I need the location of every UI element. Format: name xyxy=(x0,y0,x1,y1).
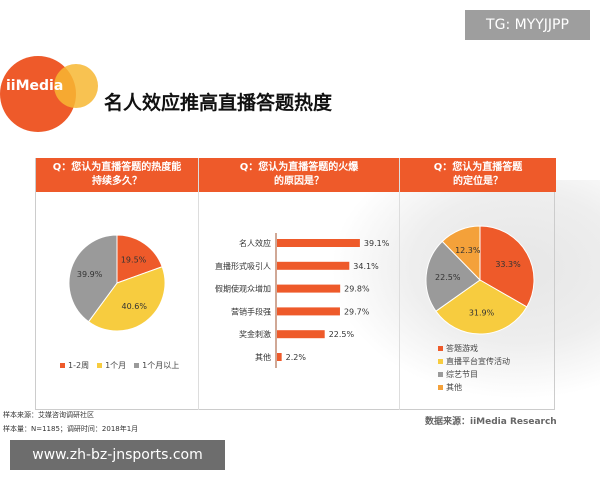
panel-header-2: Q：您认为直播答题的火爆 的原因是？ xyxy=(199,158,399,192)
panel-header-3: Q：您认为直播答题 的定位是？ xyxy=(400,158,556,192)
pie1-legend: 1-2周 1个月 1个月以上 xyxy=(60,360,187,371)
pie-slice xyxy=(441,225,481,282)
bar-value-label: 2.2% xyxy=(286,353,307,362)
legend-item: 直播平台宣传活动 xyxy=(438,355,510,368)
pie-slice xyxy=(425,240,481,312)
legend-swatch xyxy=(134,363,140,368)
pie-slice xyxy=(116,234,163,284)
legend-item: 1-2周 xyxy=(60,361,89,370)
slice-label: 31.9% xyxy=(469,308,495,317)
bar xyxy=(277,239,360,247)
sample-size: 样本量：N=1185；调研时间：2018年1月 xyxy=(3,425,139,433)
legend-item: 其他 xyxy=(438,381,510,394)
legend-swatch xyxy=(60,363,65,368)
legend-label: 直播平台宣传活动 xyxy=(446,357,510,366)
bar xyxy=(277,307,340,316)
pie-slice xyxy=(435,279,528,335)
bar xyxy=(277,261,350,270)
bar-category-label: 营销手段强 xyxy=(231,306,271,316)
watermark: TG: MYYJJPP xyxy=(465,10,590,40)
slice-label: 40.6% xyxy=(122,302,148,311)
bar-category-label: 名人效应 xyxy=(239,238,271,248)
bar xyxy=(277,330,325,339)
bar-category-label: 奖金刺激 xyxy=(239,329,271,339)
legend-label: 其他 xyxy=(446,383,462,392)
bar-value-label: 22.5% xyxy=(329,330,355,339)
legend-label: 1个月以上 xyxy=(142,361,180,370)
bar-category-label: 直播形式吸引人 xyxy=(215,261,271,271)
bar xyxy=(277,284,341,293)
pie-slice xyxy=(479,225,535,308)
charts-panel: Q：您认为直播答题的热度能 持续多久？ Q：您认为直播答题的火爆 的原因是？ Q：您… xyxy=(35,158,556,410)
logo-text: iiMedia xyxy=(6,78,63,94)
iimedia-logo: iiMedia xyxy=(0,56,98,132)
legend-item: 答题游戏 xyxy=(438,342,510,355)
legend-swatch xyxy=(438,346,443,351)
legend-label: 1个月 xyxy=(105,361,127,370)
slice-label: 22.5% xyxy=(435,273,461,282)
legend-swatch xyxy=(438,385,443,390)
pie3-legend: 答题游戏直播平台宣传活动 综艺节目其他 xyxy=(438,342,510,394)
bar-category-label: 其他 xyxy=(255,352,271,362)
panel-header-1: Q：您认为直播答题的热度能 持续多久？ xyxy=(36,158,198,192)
slice-label: 19.5% xyxy=(121,255,147,264)
bar-value-label: 34.1% xyxy=(353,262,379,271)
legend-label: 1-2周 xyxy=(68,361,90,370)
bar-value-label: 29.7% xyxy=(344,307,370,316)
legend-item: 1个月 xyxy=(97,361,126,370)
page-title: 名人效应推高直播答题热度 xyxy=(104,92,333,114)
legend-swatch xyxy=(97,363,103,368)
slice-label: 12.3% xyxy=(455,246,481,255)
bar-value-label: 29.8% xyxy=(344,285,370,294)
legend-item: 综艺节目 xyxy=(438,368,510,381)
bar-category-label: 假期使观众增加 xyxy=(215,284,271,294)
bar xyxy=(277,353,282,361)
slice-label: 33.3% xyxy=(495,260,521,269)
bar-value-label: 39.1% xyxy=(364,239,390,248)
slice-label: 39.9% xyxy=(77,270,103,279)
pie-slice xyxy=(68,234,118,323)
pie-slice xyxy=(87,266,166,332)
data-source: 数据来源：iiMedia Research xyxy=(425,417,557,427)
url-watermark: www.zh-bz-jnsports.com xyxy=(10,440,225,470)
legend-item: 1个月以上 xyxy=(134,361,179,370)
legend-swatch xyxy=(438,359,443,364)
sample-source: 样本来源：艾媒咨询调研社区 xyxy=(3,411,94,419)
legend-swatch xyxy=(438,372,443,377)
legend-label: 答题游戏 xyxy=(446,344,478,353)
legend-label: 综艺节目 xyxy=(446,370,478,379)
